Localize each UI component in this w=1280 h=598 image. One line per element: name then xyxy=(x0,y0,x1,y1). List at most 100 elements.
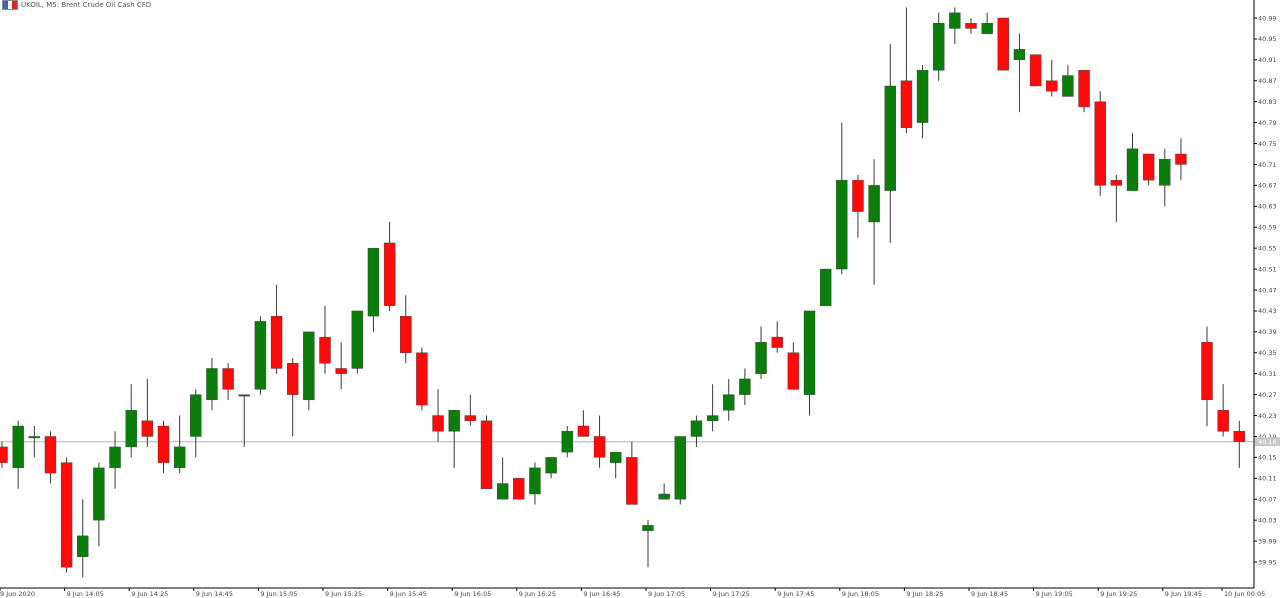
candle-body xyxy=(60,462,73,568)
candle xyxy=(432,389,444,442)
candle-body xyxy=(351,310,363,369)
candle xyxy=(351,310,363,374)
candle-body xyxy=(513,478,525,500)
candle xyxy=(916,65,929,139)
y-tick-label: 39.99 xyxy=(1258,537,1277,545)
candle xyxy=(12,420,24,489)
x-tick-label: 9 Jun 16:45 xyxy=(583,590,620,598)
candle xyxy=(577,410,590,437)
x-tick-label: 10 Jun 00:05 xyxy=(1224,590,1265,598)
candle-body xyxy=(287,363,299,395)
candle-body xyxy=(77,535,89,557)
candle xyxy=(819,268,832,306)
x-tick-label: 9 Jun 14:45 xyxy=(196,590,233,598)
candle xyxy=(448,410,460,468)
candle xyxy=(561,426,573,458)
candle-body xyxy=(577,425,590,437)
candle-body xyxy=(157,425,170,463)
y-tick-label: 40.07 xyxy=(1258,496,1277,504)
candle-body xyxy=(1029,54,1042,87)
candle-body xyxy=(981,23,993,34)
candle-body xyxy=(1175,153,1187,165)
candle-body xyxy=(448,410,460,432)
candle-body xyxy=(190,394,202,437)
candle-body xyxy=(545,457,557,474)
candle-body xyxy=(1233,431,1246,442)
candle-body xyxy=(610,451,622,463)
y-tick-label: 40.71 xyxy=(1258,161,1277,169)
candle-body xyxy=(755,342,767,374)
candle-body xyxy=(206,368,218,401)
candle-body xyxy=(125,410,137,448)
candle-body xyxy=(432,415,444,432)
candle-body xyxy=(884,85,896,191)
candle xyxy=(60,457,73,573)
candle-body xyxy=(1062,75,1074,97)
y-tick-label: 40.99 xyxy=(1258,14,1277,22)
candle xyxy=(190,389,202,458)
candle xyxy=(287,358,299,437)
candle xyxy=(884,44,896,243)
candle-body xyxy=(319,336,331,364)
candle xyxy=(690,415,703,447)
candle xyxy=(1094,91,1106,196)
candle-body xyxy=(658,493,670,500)
candle xyxy=(1175,138,1187,181)
candle xyxy=(513,478,525,500)
y-tick-label: 40.67 xyxy=(1258,182,1277,190)
candle-body xyxy=(771,336,783,348)
candle xyxy=(335,342,347,390)
y-tick-label: 40.43 xyxy=(1258,307,1277,315)
candle xyxy=(965,18,977,34)
y-tick-label: 40.51 xyxy=(1258,265,1277,273)
y-tick-label: 40.55 xyxy=(1258,244,1277,252)
candle xyxy=(480,415,493,489)
candle xyxy=(997,17,1009,71)
candle xyxy=(496,457,509,500)
y-tick-label: 40.59 xyxy=(1258,224,1277,232)
x-tick-label: 9 Jun 18:05 xyxy=(842,590,879,598)
candle xyxy=(0,441,8,468)
candle-body xyxy=(868,185,880,223)
candle-body xyxy=(949,12,961,29)
candle-body xyxy=(367,247,380,317)
x-tick-label: 9 Jun 18:25 xyxy=(906,590,943,598)
candle-body xyxy=(222,368,234,390)
candle xyxy=(545,457,557,479)
candles-layer xyxy=(0,7,1246,578)
candle xyxy=(157,420,170,474)
current-price-tag: 40.18 xyxy=(1255,437,1280,447)
candle xyxy=(400,295,412,364)
chart-header: UKOIL, M5: Brent Crude Oil Cash CFD xyxy=(2,0,151,10)
candle-body xyxy=(561,431,573,453)
candle-body xyxy=(383,242,396,306)
candle-body xyxy=(690,420,703,437)
candle-body xyxy=(28,436,40,439)
candle-body xyxy=(496,483,509,500)
candle-body xyxy=(1142,153,1155,181)
candle-body xyxy=(141,420,154,437)
candle xyxy=(383,222,396,311)
candle-body xyxy=(529,467,541,495)
candle-body xyxy=(238,394,250,397)
candle-body xyxy=(254,321,267,390)
y-tick-label: 40.03 xyxy=(1258,516,1277,524)
x-tick-label: 9 Jun 17:25 xyxy=(713,590,750,598)
x-tick-label: 9 Jun 17:05 xyxy=(648,590,685,598)
x-tick-label: 9 Jun 15:45 xyxy=(390,590,427,598)
candle xyxy=(303,331,315,411)
y-tick-label: 39.95 xyxy=(1258,558,1277,566)
candle-body xyxy=(416,352,428,406)
candle-body xyxy=(803,310,816,395)
candle-body xyxy=(852,179,864,212)
y-tick-label: 40.91 xyxy=(1258,56,1277,64)
candle xyxy=(77,499,89,578)
candle xyxy=(610,451,622,479)
x-tick-label: 9 Jun 19:25 xyxy=(1100,590,1137,598)
candle xyxy=(141,378,154,447)
candle-body xyxy=(836,179,848,270)
candle-body xyxy=(464,415,477,421)
candle xyxy=(109,431,121,489)
